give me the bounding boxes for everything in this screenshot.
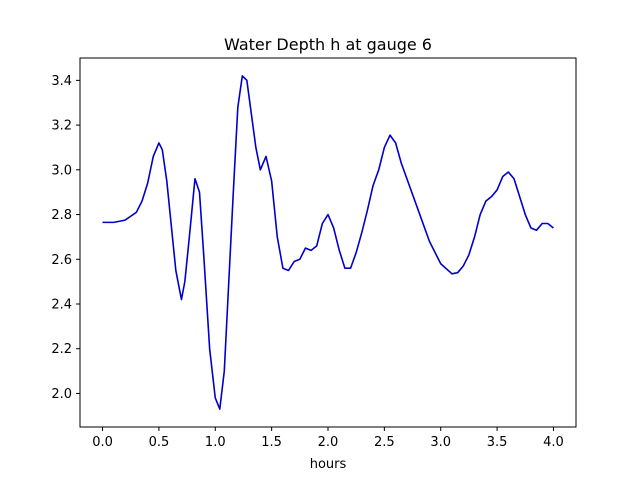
x-tick-label-0: 0.0 xyxy=(92,435,113,450)
x-tick-label-4: 2.0 xyxy=(318,435,339,450)
y-tick-label-0: 2.0 xyxy=(51,387,72,402)
x-tick-label-3: 1.5 xyxy=(261,435,282,450)
plot-area xyxy=(102,75,554,410)
y-tick-label-6: 3.2 xyxy=(51,119,72,134)
plot-frame xyxy=(79,57,577,428)
y-tick-label-1: 2.2 xyxy=(51,342,72,357)
x-tick-label-1: 0.5 xyxy=(149,435,170,450)
x-tick-label-8: 4.0 xyxy=(543,435,564,450)
x-axis-label: hours xyxy=(310,457,347,472)
y-tick-label-7: 3.4 xyxy=(51,74,72,89)
chart-title: Water Depth h at gauge 6 xyxy=(224,35,432,54)
y-tick-label-3: 2.6 xyxy=(51,253,72,268)
x-tick-label-6: 3.0 xyxy=(430,435,451,450)
series-line-0 xyxy=(102,75,554,410)
x-tick-label-7: 3.5 xyxy=(487,435,508,450)
y-tick-label-5: 3.0 xyxy=(51,163,72,178)
y-tick-label-4: 2.8 xyxy=(51,208,72,223)
axes: 0.0 0.5 1.0 1.5 2.0 2.5 3.0 3.5 4.0 2.0 2.2 2.4 2.6 2… xyxy=(51,57,577,450)
y-tick-label-2: 2.4 xyxy=(51,298,72,313)
x-tick-label-2: 1.0 xyxy=(205,435,226,450)
x-tick-label-5: 2.5 xyxy=(374,435,395,450)
